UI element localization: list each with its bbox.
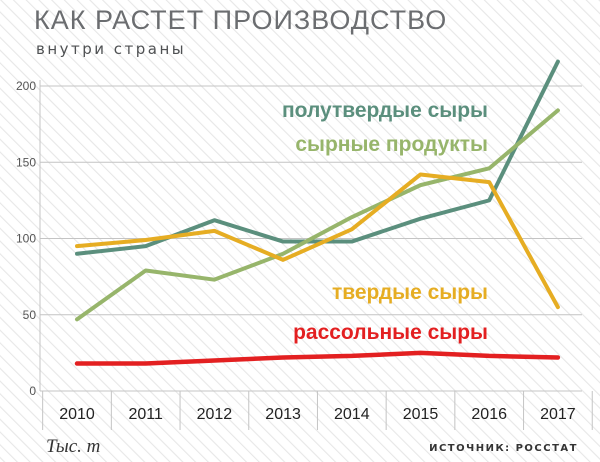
chart-subtitle: внутри страны: [36, 40, 187, 58]
series-line-3: [74, 350, 561, 366]
x-tick-label-2013: 2013: [265, 406, 301, 423]
y-tick-label-0: 0: [29, 384, 36, 398]
series-label-1: сырные продукты: [295, 133, 488, 156]
chart-title: КАК РАСТЕТ ПРОИЗВОДСТВО: [34, 5, 448, 35]
y-tick-label-150: 150: [16, 155, 36, 169]
y-tick-label-50: 50: [23, 308, 37, 322]
series-label-0: полутвердые сыры: [282, 99, 488, 122]
series-line-0: [75, 59, 560, 256]
unit-label: Тыс. т: [46, 436, 101, 457]
x-tick-label-2010: 2010: [59, 406, 95, 423]
x-tick-label-2011: 2011: [128, 406, 163, 423]
y-tick-label-100: 100: [16, 232, 36, 246]
series-label-3: рассольные сыры: [293, 321, 488, 344]
series-line-1: [75, 108, 560, 322]
series-label-2: твердые сыры: [332, 281, 488, 304]
y-tick-label-200: 200: [16, 79, 36, 93]
x-tick-label-2015: 2015: [403, 406, 439, 423]
x-tick-label-2014: 2014: [334, 406, 370, 423]
x-tick-label-2012: 2012: [197, 406, 233, 423]
x-tick-label-2016: 2016: [471, 406, 507, 423]
source-label: ИСТОЧНИК: РОССТАТ: [429, 443, 578, 454]
series-line-2: [75, 172, 560, 310]
x-tick-label-2017: 2017: [540, 406, 576, 423]
